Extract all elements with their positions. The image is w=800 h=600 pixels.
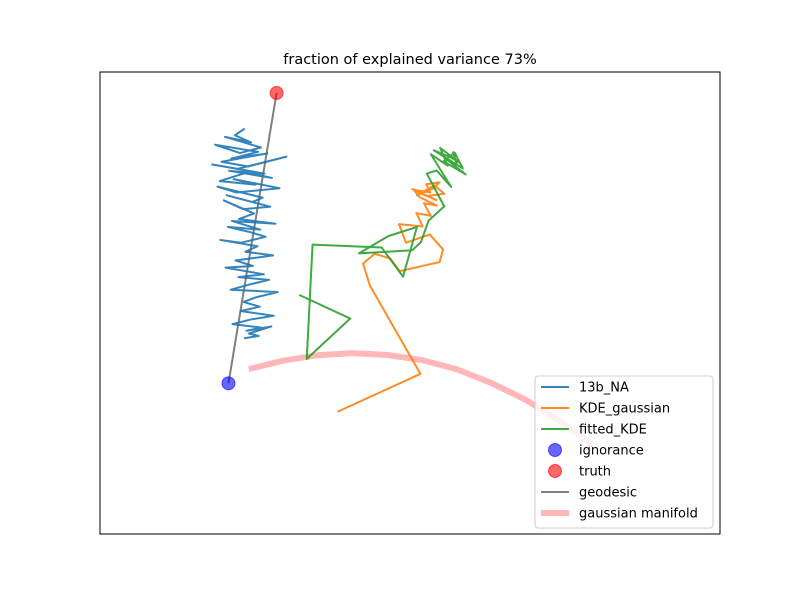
axes-frame: [99, 71, 721, 535]
legend-label-fitted-kde: fitted_KDE: [579, 423, 647, 438]
13b-na-line: [211, 127, 288, 340]
legend-marker-truth: [548, 464, 562, 478]
legend-label-truth: truth: [579, 465, 611, 480]
geodesic-line: [227, 92, 278, 384]
chart-title: fraction of explained variance 73%: [283, 52, 536, 68]
legend-label-geodesic: geodesic: [579, 486, 637, 501]
legend: 13b_NA KDE_gaussian fitted_KDE ignorance tru…: [534, 375, 714, 529]
ignorance-point: [221, 376, 236, 391]
legend-label-13b-na: 13b_NA: [579, 381, 629, 396]
fitted-kde-line: [298, 146, 467, 360]
legend-label-ignorance: ignorance: [579, 444, 644, 459]
legend-box: [534, 375, 714, 529]
legend-label-kde-gaussian: KDE_gaussian: [579, 402, 670, 417]
truth-point: [269, 86, 284, 100]
kde-gaussian-line: [337, 181, 446, 413]
legend-marker-ignorance: [548, 443, 562, 457]
legend-label-gaussian-manifold: gaussian manifold: [579, 507, 698, 522]
